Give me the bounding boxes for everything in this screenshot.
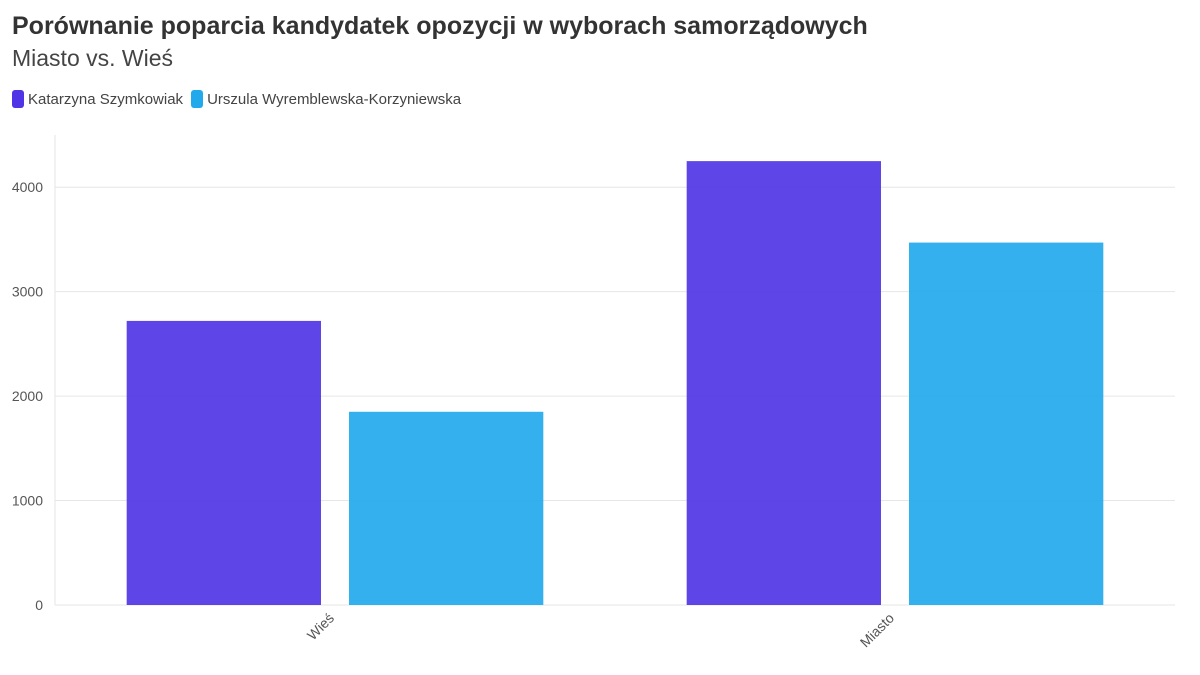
chart-title: Porównanie poparcia kandydatek opozycji … xyxy=(12,12,868,40)
legend-swatch-series-2 xyxy=(191,90,204,108)
x-tick-label: Wieś xyxy=(304,610,337,643)
legend-swatch-series-1 xyxy=(12,90,24,108)
bar-series-1 xyxy=(686,161,881,605)
y-tick-label: 3000 xyxy=(12,284,43,300)
y-tick-label: 0 xyxy=(35,597,43,613)
bar-series-2 xyxy=(909,242,1104,606)
legend: Katarzyna Szymkowiak Urszula Wyremblewsk… xyxy=(12,90,469,108)
x-tick-label: Miasto xyxy=(857,610,898,651)
bar-series-1 xyxy=(126,320,322,605)
y-tick-label: 4000 xyxy=(12,179,43,195)
bar-series-2 xyxy=(349,411,544,605)
legend-label-series-2: Urszula Wyremblewska-Korzyniewska xyxy=(207,90,462,108)
legend-item-series-1[interactable]: Katarzyna Szymkowiak xyxy=(12,90,183,108)
legend-label-series-1: Katarzyna Szymkowiak xyxy=(28,90,184,108)
chart-subtitle: Miasto vs. Wieś xyxy=(12,45,174,71)
legend-item-series-2[interactable]: Urszula Wyremblewska-Korzyniewska xyxy=(191,90,461,108)
y-tick-label: 1000 xyxy=(12,493,43,509)
y-tick-label: 2000 xyxy=(12,388,43,404)
